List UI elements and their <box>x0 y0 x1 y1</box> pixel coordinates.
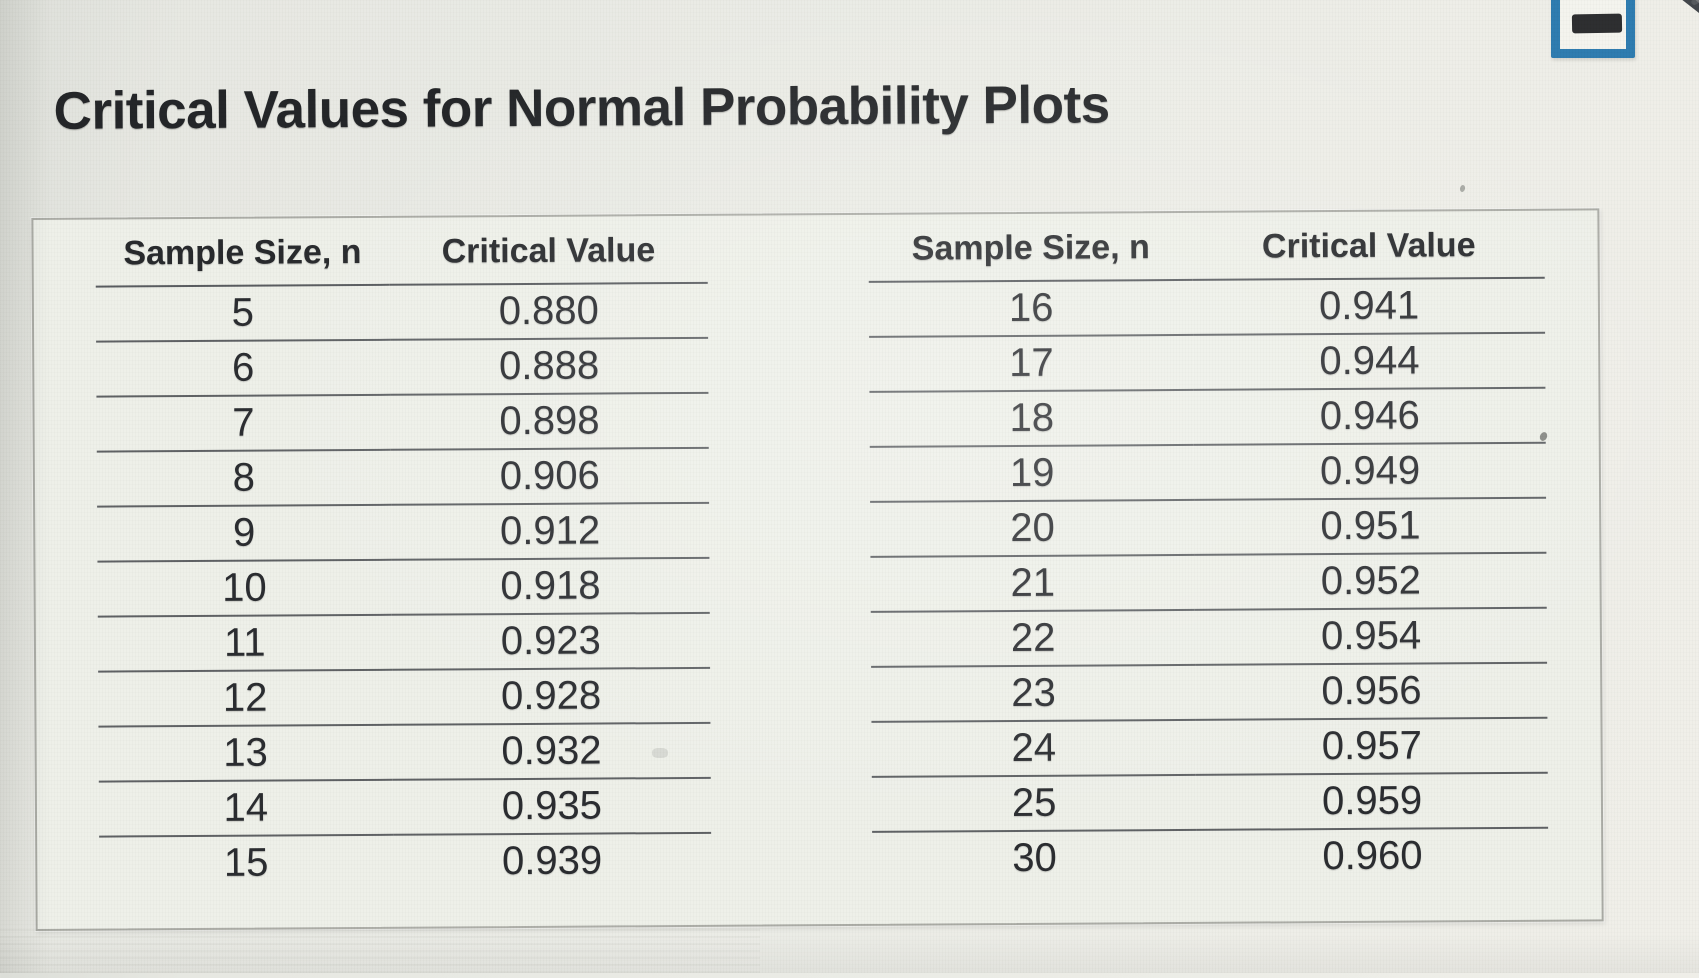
critical-value-cell: 0.949 <box>1194 442 1547 500</box>
table-row: 16 0.941 <box>868 277 1546 337</box>
table-row: 18 0.946 <box>869 387 1546 447</box>
critical-value-cell: 0.935 <box>392 777 712 835</box>
critical-value-cell: 0.923 <box>391 612 711 670</box>
sample-size-cell: 12 <box>98 669 393 727</box>
table-row: 8 0.906 <box>96 447 710 507</box>
sample-size-cell: 11 <box>97 614 392 672</box>
sample-size-cell: 23 <box>871 664 1196 722</box>
critical-value-cell: 0.939 <box>501 838 603 884</box>
table-row: 25 0.959 <box>871 772 1549 832</box>
sample-size-cell: 24 <box>871 719 1197 777</box>
critical-value-cell: 0.888 <box>389 337 709 395</box>
table-panel: Sample Size, n Critical Value 5 0.880 6 0.8… <box>31 208 1604 931</box>
table-row: 12 0.928 <box>98 667 711 727</box>
critical-value-cell: 0.957 <box>1195 717 1548 775</box>
critical-value-cell: 0.951 <box>1194 497 1547 555</box>
sample-size-cell: 14 <box>98 779 393 837</box>
minimize-button[interactable] <box>1551 0 1635 58</box>
critical-value-cell: 0.880 <box>389 282 709 340</box>
table-row: 9 0.912 <box>97 502 710 562</box>
sample-size-cell: 25 <box>871 774 1197 832</box>
critical-value-cell: 0.952 <box>1194 552 1547 610</box>
critical-values-table-left: Sample Size, n Critical Value 5 0.880 6 0.8… <box>95 215 712 891</box>
table-row: 14 0.935 <box>98 777 712 837</box>
critical-value-cell: 0.918 <box>391 557 710 615</box>
critical-value-cell: 0.928 <box>391 667 711 725</box>
column-header-critical-value: Critical Value <box>389 215 708 285</box>
page-title: Critical Values for Normal Probability P… <box>53 74 1110 141</box>
sample-size-cell: 19 <box>869 444 1195 502</box>
table-row: 23 0.956 <box>871 662 1548 722</box>
table-row: 20 0.951 <box>870 497 1547 557</box>
critical-value-cell: 0.906 <box>390 447 710 505</box>
table-row: 6 0.888 <box>96 337 709 397</box>
sample-size-cell: 17 <box>869 334 1194 392</box>
sample-size-cell: 5 <box>95 284 390 342</box>
table-body-left: 5 0.880 6 0.888 7 0.898 8 0.906 9 0.912 10 0.918 11 0… <box>95 282 712 891</box>
sample-size-cell: 8 <box>96 449 391 507</box>
sample-size-cell: 20 <box>870 499 1195 557</box>
sample-size-cell: 22 <box>870 609 1196 667</box>
critical-value-cell: 0.954 <box>1195 607 1548 665</box>
critical-value-cell: 0.944 <box>1193 332 1546 390</box>
column-header-sample-size: Sample Size, n <box>868 212 1194 282</box>
table-row: 21 0.952 <box>870 552 1547 612</box>
table-row: 24 0.957 <box>871 717 1548 777</box>
sample-size-cell: 9 <box>97 504 392 562</box>
header-row: Sample Size, n Critical Value <box>95 215 708 287</box>
table-row: 15 0.939 <box>99 833 711 891</box>
header-row: Sample Size, n Critical Value <box>868 210 1545 282</box>
minus-icon <box>1571 13 1623 34</box>
photo-artifact-speck <box>652 748 668 758</box>
column-header-sample-size: Sample Size, n <box>95 217 390 287</box>
critical-value-cell: 0.912 <box>390 502 710 560</box>
critical-value-cell: 0.898 <box>390 392 709 450</box>
critical-value-cell: 0.960 <box>1322 833 1423 879</box>
pen-x-mark <box>1664 0 1699 42</box>
sample-size-cell: 21 <box>870 554 1196 612</box>
sample-size-cell: 6 <box>96 339 391 397</box>
column-header-critical-value: Critical Value <box>1192 210 1545 280</box>
sample-size-cell: 13 <box>98 724 393 782</box>
critical-value-cell: 0.941 <box>1193 277 1546 335</box>
critical-value-cell: 0.956 <box>1195 662 1548 720</box>
table-row: 19 0.949 <box>869 442 1547 502</box>
table-row: 11 0.923 <box>97 612 711 672</box>
sample-size-cell: 15 <box>223 840 269 885</box>
table-row: 30 0.960 <box>872 828 1548 886</box>
table-body-right: 16 0.941 17 0.944 18 0.946 19 0.949 20 0.951 21 0.9… <box>868 277 1549 886</box>
sample-size-cell: 16 <box>868 279 1194 337</box>
table-row: 17 0.944 <box>869 332 1546 392</box>
table-row: 5 0.880 <box>95 282 709 342</box>
table-row: 13 0.932 <box>98 722 711 782</box>
critical-values-table-right: Sample Size, n Critical Value 16 0.941 17 0… <box>868 210 1549 886</box>
sample-size-cell: 7 <box>96 394 391 452</box>
critical-value-cell: 0.946 <box>1193 387 1546 445</box>
sample-size-cell: 30 <box>1012 835 1057 881</box>
table-row: 22 0.954 <box>870 607 1548 667</box>
critical-value-cell: 0.959 <box>1196 772 1549 830</box>
sample-size-cell: 18 <box>869 389 1195 447</box>
table-row: 7 0.898 <box>96 392 709 452</box>
table-row: 10 0.918 <box>97 557 710 617</box>
sample-size-cell: 10 <box>97 559 392 617</box>
